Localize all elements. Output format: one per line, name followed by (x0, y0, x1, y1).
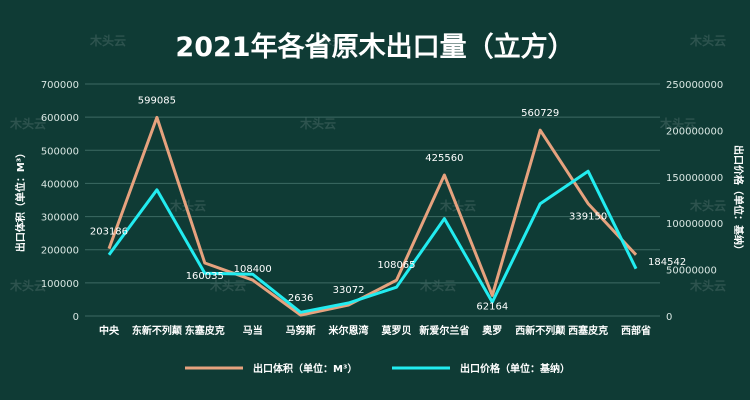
watermark-text: 木头云 (209, 278, 246, 293)
right-tick-label: 0 (666, 312, 672, 323)
right-tick-label: 100000000 (666, 219, 723, 230)
data-label: 560729 (521, 108, 559, 119)
volume-series-line (107, 115, 638, 317)
right-axis-label: 出口价格（单位：基纳） (732, 145, 745, 255)
left-tick-label: 0 (73, 312, 79, 323)
legend: 出口体积（单位：M³） 出口价格（单位：基纳） (185, 362, 570, 375)
category-label: 东新不列颠 (132, 324, 182, 337)
left-axis-label: 出口体积（单位：M³） (14, 148, 27, 252)
data-label: 2636 (288, 293, 313, 304)
data-label: 108065 (377, 260, 415, 271)
right-tick-label: 250000000 (666, 80, 723, 91)
data-label: 203186 (90, 227, 128, 238)
right-tick-label: 200000000 (666, 126, 723, 137)
category-label: 东塞皮克 (185, 324, 225, 337)
category-label: 新爱尔兰省 (419, 324, 469, 337)
data-label: 184542 (648, 257, 686, 268)
watermark-text: 木头云 (319, 33, 356, 48)
left-tick-label: 600000 (41, 113, 79, 124)
watermark-text: 木头云 (89, 33, 126, 48)
data-label: 425560 (425, 153, 463, 164)
chart-title: 2021年各省原木出口量（立方） (175, 31, 574, 63)
data-label: 108400 (234, 264, 272, 275)
price-series-line (107, 169, 638, 314)
right-axis-ticks: 0 50000000 100000000 150000000 200000000 2500… (666, 80, 723, 323)
left-tick-label: 200000 (41, 246, 79, 257)
category-label: 西部省 (621, 324, 651, 337)
category-label: 米尔恩湾 (329, 324, 369, 337)
watermark-text: 木头云 (689, 33, 726, 48)
left-tick-label: 700000 (41, 80, 79, 91)
category-label: 西新不列颠 (515, 324, 565, 337)
category-label: 马努斯 (286, 324, 316, 337)
legend-label: 出口体积（单位：M³） (253, 362, 357, 375)
watermark-text: 木头云 (9, 278, 46, 293)
watermark-text: 木头云 (169, 198, 206, 213)
data-label: 62164 (476, 301, 508, 312)
left-tick-label: 300000 (41, 213, 79, 224)
legend-label: 出口价格（单位：基纳） (460, 362, 570, 375)
left-tick-label: 100000 (41, 279, 79, 290)
gridlines (85, 83, 660, 317)
watermark-text: 木头云 (689, 198, 726, 213)
data-label: 160035 (186, 271, 224, 282)
watermark-text: 木头云 (659, 116, 696, 131)
data-label: 599085 (138, 95, 176, 106)
category-label: 中央 (99, 324, 120, 337)
left-tick-label: 400000 (41, 179, 79, 190)
category-labels: 中央 东新不列颠 东塞皮克 马当 马努斯 米尔恩湾 莫罗贝 新爱尔兰省 奥罗 西新不列颠 西塞皮克西… (99, 324, 651, 337)
data-label: 33072 (333, 285, 365, 296)
category-label: 马当 (243, 324, 263, 337)
data-labels: 203186 599085 160035 108400 2636 33072 108065 4… (90, 95, 686, 312)
category-label: 莫罗贝 (380, 324, 411, 337)
series-lines (107, 115, 638, 317)
category-label: 奥罗 (482, 324, 502, 337)
right-tick-label: 150000000 (666, 173, 723, 184)
category-label: 西塞皮克 (568, 324, 608, 337)
left-tick-label: 500000 (41, 146, 79, 157)
right-tick-label: 50000000 (666, 266, 717, 277)
data-label: 339150 (569, 212, 607, 223)
watermark-text: 木头云 (299, 116, 336, 131)
watermark-text: 木头云 (419, 278, 456, 293)
watermark-text: 木头云 (689, 278, 726, 293)
watermark-text: 木头云 (9, 116, 46, 131)
left-axis-ticks: 0 100000 200000 300000 400000 500000 600000 700… (41, 80, 79, 323)
